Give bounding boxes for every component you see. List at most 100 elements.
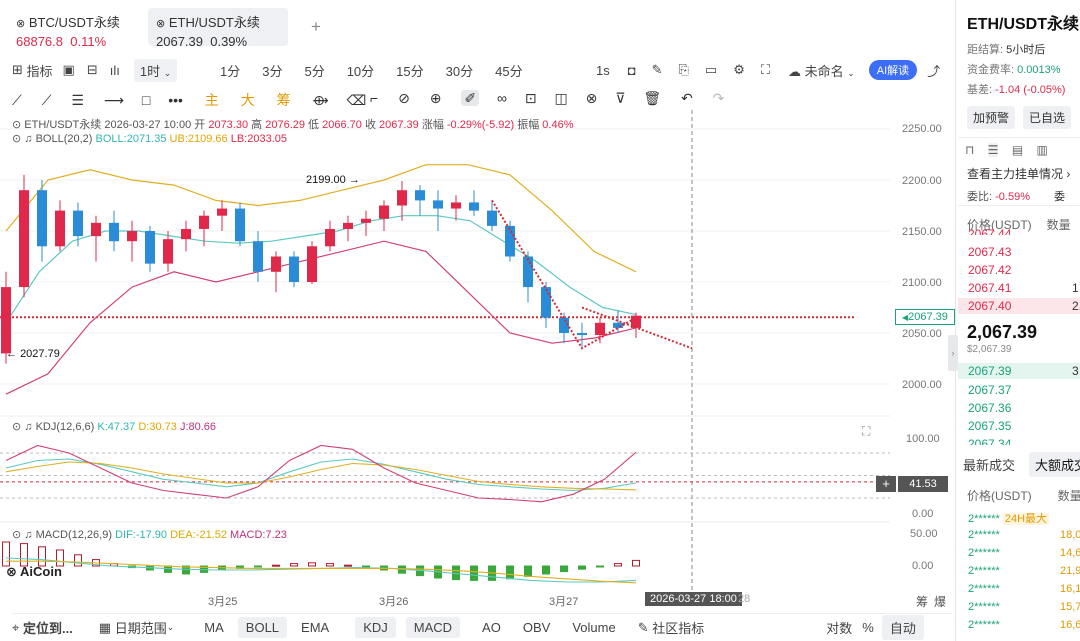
link-icon[interactable]: ∞ <box>496 90 507 106</box>
interval-1m[interactable]: 1分 <box>220 63 241 79</box>
layout-icon[interactable]: ⊟ <box>86 62 98 77</box>
camera-icon[interactable]: ◘ <box>627 62 636 78</box>
bid-row[interactable]: 2067.37 <box>968 383 1011 397</box>
edit-icon[interactable]: ✎ <box>651 62 663 77</box>
main-force-button[interactable]: 主 <box>204 92 219 108</box>
ao-button[interactable]: AO <box>482 620 501 635</box>
book-asks-icon[interactable]: ▥ <box>1036 143 1048 157</box>
add-alert-button[interactable]: 加预警 <box>967 106 1016 129</box>
bell-icon[interactable]: ♫ <box>24 529 33 541</box>
community-icon[interactable]: ✎ <box>637 619 649 635</box>
bid-row[interactable]: 2067.34 <box>968 437 1011 445</box>
interval-30m[interactable]: 30分 <box>445 63 474 79</box>
rectangle-icon[interactable]: □ <box>141 92 151 108</box>
interval-5m[interactable]: 5分 <box>304 63 325 79</box>
parallel-icon[interactable]: ☰ <box>71 92 84 108</box>
collapse-icon[interactable]: ⊙ <box>12 133 22 145</box>
magic-icon[interactable]: ⟴ <box>312 92 329 108</box>
favorited-button[interactable]: 已自选 <box>1023 106 1072 129</box>
collapse-panel-button[interactable]: › <box>948 335 958 371</box>
kline-chart[interactable] <box>0 110 950 613</box>
big-order-button[interactable]: 大 <box>240 92 255 108</box>
interval-select[interactable]: 1时 ⌄ <box>133 58 178 82</box>
obv-button[interactable]: OBV <box>522 620 551 635</box>
bid-row[interactable]: 2067.39 3 <box>968 364 1079 378</box>
bid-row[interactable]: 2067.35 <box>968 419 1011 433</box>
collapse-icon[interactable]: ⊙ <box>12 421 22 433</box>
ask-row[interactable]: 2067.44 <box>968 227 1011 235</box>
undo-icon[interactable]: ↶ <box>681 90 693 106</box>
candle-body <box>217 208 227 216</box>
collapse-icon[interactable]: ⊙ <box>12 529 22 541</box>
template-icon[interactable]: ▣ <box>62 62 75 77</box>
magnet-icon[interactable]: ✐ <box>461 90 480 106</box>
interval-15m[interactable]: 15分 <box>396 63 424 79</box>
trendline-icon[interactable]: ⟋ <box>12 92 22 108</box>
trash-icon[interactable]: 🗑 <box>643 90 662 106</box>
book-bids-icon[interactable]: ▤ <box>1011 143 1024 157</box>
book-both-icon[interactable]: ⊓ <box>965 143 975 157</box>
macd-button[interactable]: MACD <box>405 617 461 638</box>
book-depth-icon[interactable]: ☰ <box>987 143 999 157</box>
interval-3m[interactable]: 3分 <box>262 63 283 79</box>
bell-icon[interactable]: ♫ <box>24 133 33 145</box>
eraser-icon[interactable]: ⌫ <box>346 92 367 108</box>
chips-button[interactable]: 筹 <box>276 92 291 108</box>
filter-icon[interactable]: ⊽ <box>615 90 626 106</box>
visibility-icon[interactable]: ◫ <box>554 90 568 106</box>
tab-eth[interactable]: ⊗ ETH/USDT永续 2067.39 0.39% <box>148 8 288 49</box>
ema-button[interactable]: EMA <box>301 620 330 635</box>
latest-trades-tab[interactable]: 最新成交 <box>963 458 1016 473</box>
calendar-icon[interactable]: ▦ <box>98 619 112 635</box>
ask-row[interactable]: 2067.42 <box>968 263 1011 277</box>
interval-10m[interactable]: 10分 <box>346 63 375 79</box>
measure-icon[interactable]: ⌐ <box>370 90 379 106</box>
community-indicator-button[interactable]: 社区指标 <box>652 621 705 636</box>
redo-icon[interactable]: ↷ <box>712 90 725 106</box>
chips-side-button[interactable]: 筹 <box>916 595 929 609</box>
bell-icon[interactable]: ♫ <box>24 421 33 433</box>
chart-type-icon[interactable]: ılı <box>109 62 120 78</box>
tab-btc[interactable]: ⊗ BTC/USDT永续 68876.8 0.11% <box>8 8 138 49</box>
percent-scale-button[interactable]: % <box>862 620 874 635</box>
share-icon[interactable]: ⤴ <box>927 63 941 79</box>
horizontal-line-icon[interactable]: ⟶ <box>103 92 124 108</box>
date-tick: 3月27 <box>549 596 579 608</box>
lock-icon[interactable]: ⊡ <box>524 90 537 106</box>
ray-icon[interactable]: ⟋ <box>41 92 52 108</box>
locate-icon[interactable]: ⌖ <box>12 619 20 635</box>
add-line-button[interactable]: + <box>876 476 896 492</box>
interval-1s[interactable]: 1s <box>596 62 610 78</box>
ask-row[interactable]: 2067.41 1 <box>968 281 1079 295</box>
collapse-icon[interactable]: ⊙ <box>12 119 22 131</box>
log-scale-button[interactable]: 对数 <box>826 621 853 636</box>
layout-name-select[interactable]: ☁ 未命名 ⌄ <box>788 61 855 80</box>
locate-button[interactable]: 定位到... <box>22 621 73 636</box>
ruler-icon[interactable]: ⊘ <box>398 90 410 106</box>
kdj-button[interactable]: KDJ <box>355 617 396 638</box>
fullscreen-icon[interactable]: ⛶ <box>760 62 770 77</box>
chain-icon[interactable]: ⊗ <box>585 90 598 106</box>
volume-button[interactable]: Volume <box>572 620 616 635</box>
settings-icon[interactable]: ⚙ <box>733 62 745 77</box>
note-icon[interactable]: ⎘ <box>678 62 689 77</box>
boll-button[interactable]: BOLL <box>237 617 288 638</box>
indicator-button[interactable]: 指标 <box>26 63 53 79</box>
indicator-icon[interactable]: ⊞ <box>12 62 23 77</box>
liquidation-side-button[interactable]: 爆 <box>934 595 947 609</box>
zoom-icon[interactable]: ⊕ <box>429 90 442 106</box>
view-main-orders-link[interactable]: 查看主力挂单情况 › <box>967 167 1071 181</box>
ask-row[interactable]: 2067.43 <box>968 245 1011 259</box>
date-range-button[interactable]: 日期范围 <box>114 621 167 636</box>
add-tab-button[interactable]: + <box>311 17 321 36</box>
more-tools-icon[interactable]: ••• <box>168 92 183 108</box>
expand-icon[interactable]: ⛶ <box>862 424 871 438</box>
ma-button[interactable]: MA <box>204 620 224 635</box>
bid-row[interactable]: 2067.36 <box>968 401 1011 415</box>
auto-scale-button[interactable]: 自动 <box>881 615 924 640</box>
ai-interpret-button[interactable]: AI解读 <box>868 60 918 80</box>
interval-45m[interactable]: 45分 <box>495 63 523 79</box>
ask-row[interactable]: 2067.40 2. <box>968 299 1080 313</box>
large-trades-tab[interactable]: 大额成交 <box>1029 452 1080 477</box>
window-icon[interactable]: ▭ <box>704 62 718 77</box>
